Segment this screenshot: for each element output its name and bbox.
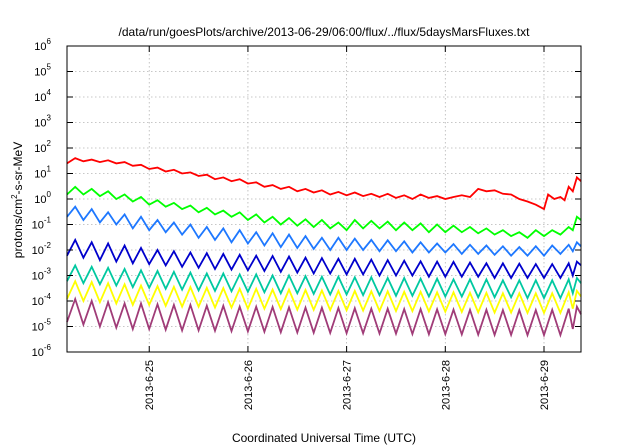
- series-layer: [66, 157, 582, 339]
- x-tick-label: 2013-6-29: [539, 360, 551, 410]
- y-tick-base: 10: [34, 118, 46, 130]
- y-tick-label: 10-1: [32, 216, 52, 232]
- series-line-7: [66, 296, 582, 339]
- y-tick-exponent: 6: [47, 37, 52, 46]
- y-tick-label: 104: [34, 88, 51, 104]
- y-axis-label-superscript: 2: [10, 194, 19, 199]
- y-tick-exponent: 5: [47, 63, 52, 72]
- y-axis-label-main: protons/cm: [11, 199, 25, 258]
- y-tick-label: 103: [34, 114, 51, 130]
- y-tick-base: 10: [32, 271, 44, 283]
- y-tick-exponent: -5: [44, 318, 52, 327]
- series-line-5: [66, 263, 582, 301]
- y-tick-base: 10: [34, 92, 46, 104]
- y-tick-base: 10: [34, 67, 46, 79]
- y-tick-label: 106: [34, 37, 51, 53]
- axis-ticks: [67, 45, 581, 353]
- y-tick-label: 10-4: [32, 292, 52, 308]
- series-line-1: [66, 157, 582, 211]
- series-line-2: [66, 185, 582, 239]
- y-tick-exponent: 2: [47, 139, 52, 148]
- y-tick-base: 10: [32, 296, 44, 308]
- y-tick-exponent: -1: [44, 216, 52, 225]
- y-tick-base: 10: [32, 245, 44, 257]
- x-tick-labels: 2013-6-25 2013-6-26 2013-6-27 2013-6-28 2013…: [144, 360, 551, 410]
- y-tick-label: 105: [34, 63, 51, 79]
- y-tick-label: 10-5: [32, 318, 52, 334]
- y-tick-label: 10-2: [32, 241, 52, 257]
- series-line-6: [66, 278, 582, 316]
- y-tick-base: 10: [34, 41, 46, 53]
- y-tick-exponent: 4: [47, 88, 52, 97]
- x-tick-label: 2013-6-27: [342, 360, 354, 410]
- y-tick-label: 101: [34, 165, 51, 181]
- x-tick-label: 2013-6-28: [440, 360, 452, 410]
- series-line-4: [66, 237, 582, 280]
- y-tick-exponent: 1: [47, 165, 52, 174]
- y-tick-base: 10: [32, 322, 44, 334]
- x-tick-label: 2013-6-26: [243, 360, 255, 410]
- y-tick-label: 100: [34, 190, 51, 206]
- x-axis-label: Coordinated Universal Time (UTC): [232, 431, 416, 445]
- y-tick-exponent: 0: [47, 190, 52, 199]
- y-tick-label: 102: [34, 139, 51, 155]
- y-tick-exponent: -2: [44, 241, 52, 250]
- y-tick-exponent: -6: [44, 343, 52, 352]
- chart-title: /data/run/goesPlots/archive/2013-06-29/0…: [119, 25, 531, 39]
- series-line-3: [66, 205, 582, 258]
- y-tick-exponent: -4: [44, 292, 52, 301]
- y-tick-base: 10: [34, 194, 46, 206]
- y-tick-exponent: -3: [44, 267, 52, 276]
- y-tick-label: 10-6: [32, 343, 52, 359]
- y-axis-label: protons/cm2-s-sr-MeV: [10, 142, 25, 258]
- y-tick-base: 10: [32, 347, 44, 359]
- y-axis-label-rest: -s-sr-MeV: [11, 142, 25, 195]
- y-tick-exponent: 3: [47, 114, 52, 123]
- y-tick-base: 10: [34, 143, 46, 155]
- y-tick-base: 10: [34, 169, 46, 181]
- y-tick-label: 10-3: [32, 267, 52, 283]
- y-tick-base: 10: [32, 220, 44, 232]
- x-tick-label: 2013-6-25: [144, 360, 156, 410]
- y-tick-labels: 10-610-510-410-310-210-11001011021031041…: [32, 37, 52, 359]
